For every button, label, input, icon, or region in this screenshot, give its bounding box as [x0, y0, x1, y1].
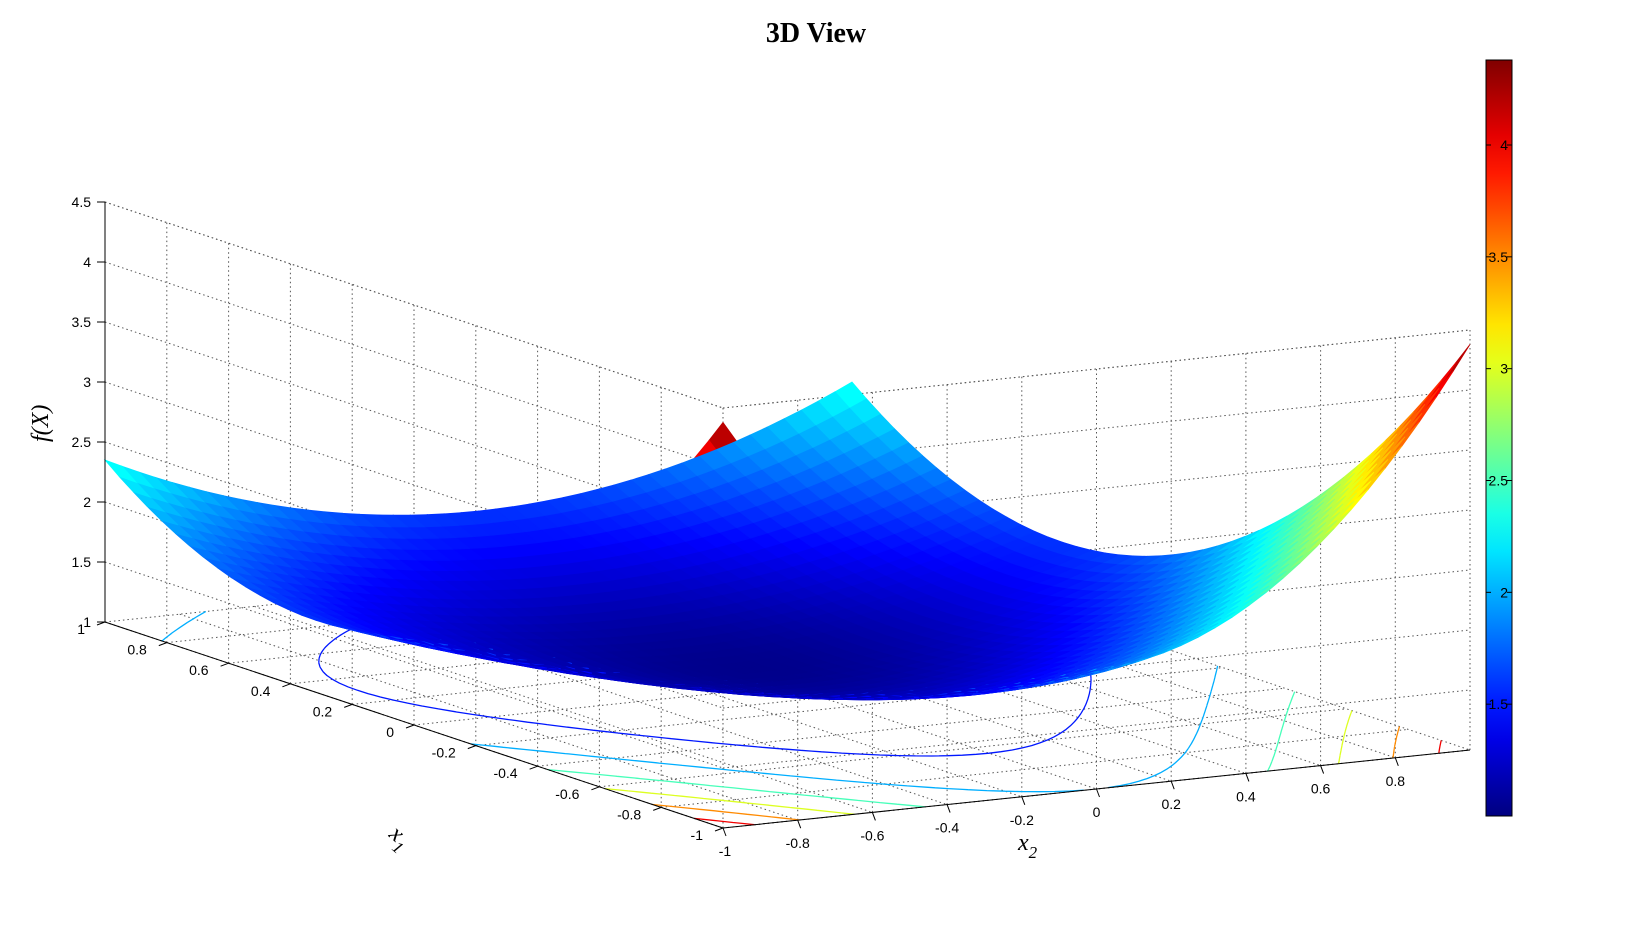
grid-line: [104, 261, 724, 469]
x1-tick-label: -0.2: [432, 745, 456, 761]
z-tick-label: 3.5: [72, 314, 92, 330]
grid-line: [475, 667, 1223, 747]
colorbar-tick-label: 4: [1500, 137, 1508, 153]
contour-line: [604, 710, 1353, 815]
z-tick-label: 4: [83, 254, 91, 270]
colorbar-scale: [1485, 59, 1513, 817]
colorbar: 1.5 2 2.5 3 3.5 4: [1485, 59, 1513, 817]
grid-line: [722, 629, 1471, 709]
z-tick-label: 2: [83, 494, 91, 510]
z-tick-label: 1.5: [72, 554, 92, 570]
x1-tick: [405, 724, 415, 729]
grid-line: [722, 509, 1471, 589]
contour-line: [694, 740, 1442, 826]
grid-line: [722, 449, 1471, 529]
x1-tick-label: 0.4: [251, 683, 271, 699]
surface-mesh: [103, 344, 1471, 701]
x2-tick: [946, 804, 951, 813]
grid-line: [722, 389, 1471, 469]
x1-axis-label: x1: [380, 820, 416, 857]
z-tick-label: 1: [83, 614, 91, 630]
x2-tick-label: 0.8: [1386, 773, 1406, 789]
z-tick-label: 4.5: [72, 194, 92, 210]
x1-tick-label: -0.6: [555, 786, 579, 802]
x1-tick: [591, 786, 600, 791]
grid-line: [104, 321, 724, 529]
x2-axis-label-text: x: [1017, 830, 1029, 856]
colorbar-tick-label: 3.5: [1489, 249, 1509, 265]
grid-line: [179, 613, 798, 821]
tick-labels: -1 -0.8 -0.6 -0.4 -0.2 0 0.2 0.4 0.6 0.8 1 -1 -0.8 -0…: [72, 194, 1406, 859]
z-tick-label: 3: [83, 374, 91, 390]
chart-title: 3D View: [765, 18, 867, 49]
x2-tick: [1394, 757, 1399, 766]
x1-tick: [653, 806, 662, 811]
z-tick-label: 2.5: [72, 434, 92, 450]
grid-line: [661, 728, 1409, 808]
contour-line: [547, 691, 1296, 808]
x2-tick-label: 0.4: [1236, 788, 1256, 804]
x1-tick-label: 0.6: [189, 662, 209, 678]
x2-axis-label-subscript: 2: [1029, 843, 1038, 862]
z-axis-label-text: f(X): [28, 405, 54, 442]
z-axis-label: f(X): [28, 405, 54, 442]
grid-line: [722, 569, 1471, 649]
x2-axis-label: x2: [1017, 830, 1038, 862]
x1-tick: [158, 642, 167, 647]
colorbar-tick-label: 3: [1500, 361, 1508, 377]
x2-tick-label: -0.6: [860, 827, 884, 843]
grid-line: [104, 381, 724, 589]
x1-tick-label: -1: [691, 827, 704, 843]
grid-line: [599, 708, 1347, 788]
x2-tick-label: -0.2: [1010, 812, 1034, 828]
grid-line: [722, 689, 1471, 769]
x2-tick-label: -0.8: [786, 835, 810, 851]
x1-tick-label: 1: [77, 621, 85, 637]
contour-projection: [161, 553, 1442, 826]
x2-tick: [1320, 765, 1325, 774]
contour-line: [161, 553, 1219, 793]
x1-tick-label: -0.4: [493, 765, 517, 781]
x2-tick: [1096, 788, 1100, 798]
x2-tick: [871, 812, 876, 821]
x1-tick-label: 0: [386, 724, 394, 740]
x1-tick-label: -0.8: [617, 806, 641, 822]
x2-tick-label: 0.2: [1161, 796, 1181, 812]
grid-line: [722, 329, 1471, 409]
x2-tick: [1245, 773, 1250, 782]
x2-tick-label: 0: [1093, 804, 1101, 820]
colorbar-tick-label: 2: [1500, 584, 1508, 600]
x1-tick: [714, 827, 724, 832]
grid-line: [104, 201, 724, 409]
x1-tick: [220, 662, 229, 667]
colorbar-tick-label: 2.5: [1489, 472, 1509, 488]
grid-line: [104, 561, 724, 769]
x2-tick-label: -1: [719, 843, 732, 859]
x2-tick-label: 0.6: [1311, 781, 1331, 797]
surface-patch: [103, 459, 138, 483]
x1-tick-label: 0.2: [313, 703, 333, 719]
x2-tick: [797, 820, 802, 829]
x2-tick: [1170, 781, 1175, 790]
x1-tick: [467, 745, 476, 750]
grid-line: [254, 605, 873, 813]
x1-tick: [529, 765, 538, 770]
grid-line: [104, 441, 724, 649]
colorbar-tick-label: 1.5: [1489, 696, 1509, 712]
x2-tick: [1021, 796, 1026, 805]
x2-tick: [722, 827, 727, 837]
x1-tick-label: 0.8: [127, 642, 147, 658]
x1-tick: [344, 703, 353, 708]
x1-tick: [282, 683, 291, 688]
x2-tick-label: -0.4: [935, 820, 959, 836]
grid-line: [537, 687, 1285, 767]
axis-lines: [96, 201, 1471, 837]
